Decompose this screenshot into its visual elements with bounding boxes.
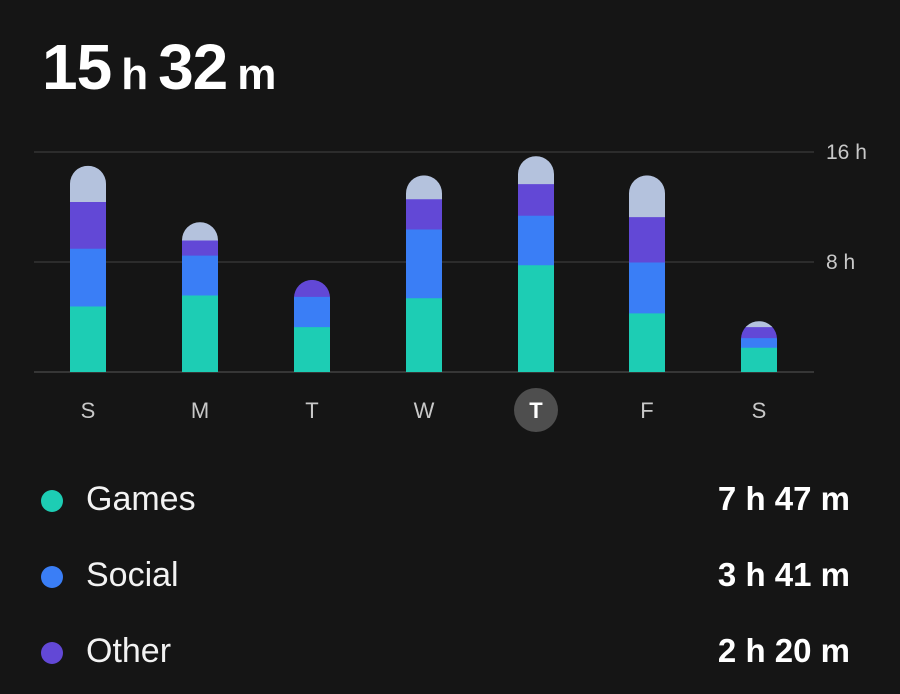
total-hours: 15: [42, 31, 112, 103]
total-hours-unit: h: [121, 50, 149, 99]
bar-segment-games: [70, 306, 106, 372]
legend-item-games[interactable]: Games 7 h 47 m: [0, 466, 900, 542]
day-bar[interactable]: [406, 175, 442, 373]
weekly-usage-chart: 8 h 16 h S M T W T F S: [34, 141, 867, 432]
day-label[interactable]: T: [529, 398, 543, 423]
legend-name: Games: [86, 480, 196, 518]
bar-segment-social: [629, 262, 665, 314]
bar-segment-remaining: [70, 165, 106, 202]
bar-segment-games: [182, 295, 218, 372]
day-label[interactable]: T: [305, 398, 318, 423]
bar-segment-social: [294, 296, 330, 328]
day-label[interactable]: S: [752, 398, 767, 423]
y-tick-label: 8 h: [826, 251, 855, 274]
social-dot-icon: [41, 566, 63, 588]
bar-segment-games: [406, 297, 442, 373]
day-bar[interactable]: [518, 156, 554, 372]
legend-item-other[interactable]: Other 2 h 20 m: [0, 618, 900, 694]
bar-segment-games: [518, 264, 554, 372]
legend-value: 2 h 20 m: [717, 632, 850, 669]
total-minutes: 32: [158, 31, 228, 103]
day-label[interactable]: F: [640, 398, 653, 423]
bar-segment-other: [629, 216, 665, 263]
bar-segment-other: [294, 279, 330, 297]
y-tick-label: 16 h: [826, 141, 867, 164]
bar-segment-remaining: [629, 175, 665, 218]
bar-segment-other: [70, 201, 106, 249]
bar-segment-social: [741, 337, 777, 348]
bar-segment-other: [182, 240, 218, 256]
bar-segment-remaining: [406, 175, 442, 200]
legend-name: Other: [86, 632, 172, 670]
bar-segment-remaining: [741, 321, 777, 328]
legend-item-social[interactable]: Social 3 h 41 m: [0, 542, 900, 618]
category-legend: Games 7 h 47 m Social 3 h 41 m Other 2 h…: [0, 466, 900, 694]
bar-segment-other: [406, 198, 442, 230]
bar-segment-other: [741, 326, 777, 339]
day-bar[interactable]: [741, 321, 777, 372]
bar-segment-social: [406, 229, 442, 299]
day-bar[interactable]: [182, 222, 218, 372]
bar-segment-social: [70, 248, 106, 307]
bar-segment-remaining: [518, 156, 554, 185]
bar-segment-games: [294, 326, 330, 372]
total-screen-time: 15 h 32 m: [42, 30, 276, 104]
legend-name: Social: [86, 556, 179, 594]
bar-segment-games: [741, 347, 777, 372]
day-label[interactable]: M: [191, 398, 209, 423]
bar-segment-games: [629, 312, 665, 373]
legend-value: 3 h 41 m: [717, 556, 850, 593]
selected-day-highlight: [514, 388, 558, 432]
day-bar[interactable]: [70, 165, 106, 373]
bar-segment-social: [182, 255, 218, 296]
legend-value: 7 h 47 m: [717, 480, 850, 517]
bar-segment-other: [518, 183, 554, 216]
day-bar[interactable]: [629, 175, 665, 373]
bar-segment-social: [518, 215, 554, 266]
other-dot-icon: [41, 642, 63, 664]
day-label[interactable]: S: [81, 398, 96, 423]
total-minutes-unit: m: [237, 50, 277, 99]
bar-segment-remaining: [182, 222, 218, 241]
games-dot-icon: [41, 490, 63, 512]
day-label[interactable]: W: [414, 398, 435, 423]
day-bar[interactable]: [294, 279, 330, 373]
